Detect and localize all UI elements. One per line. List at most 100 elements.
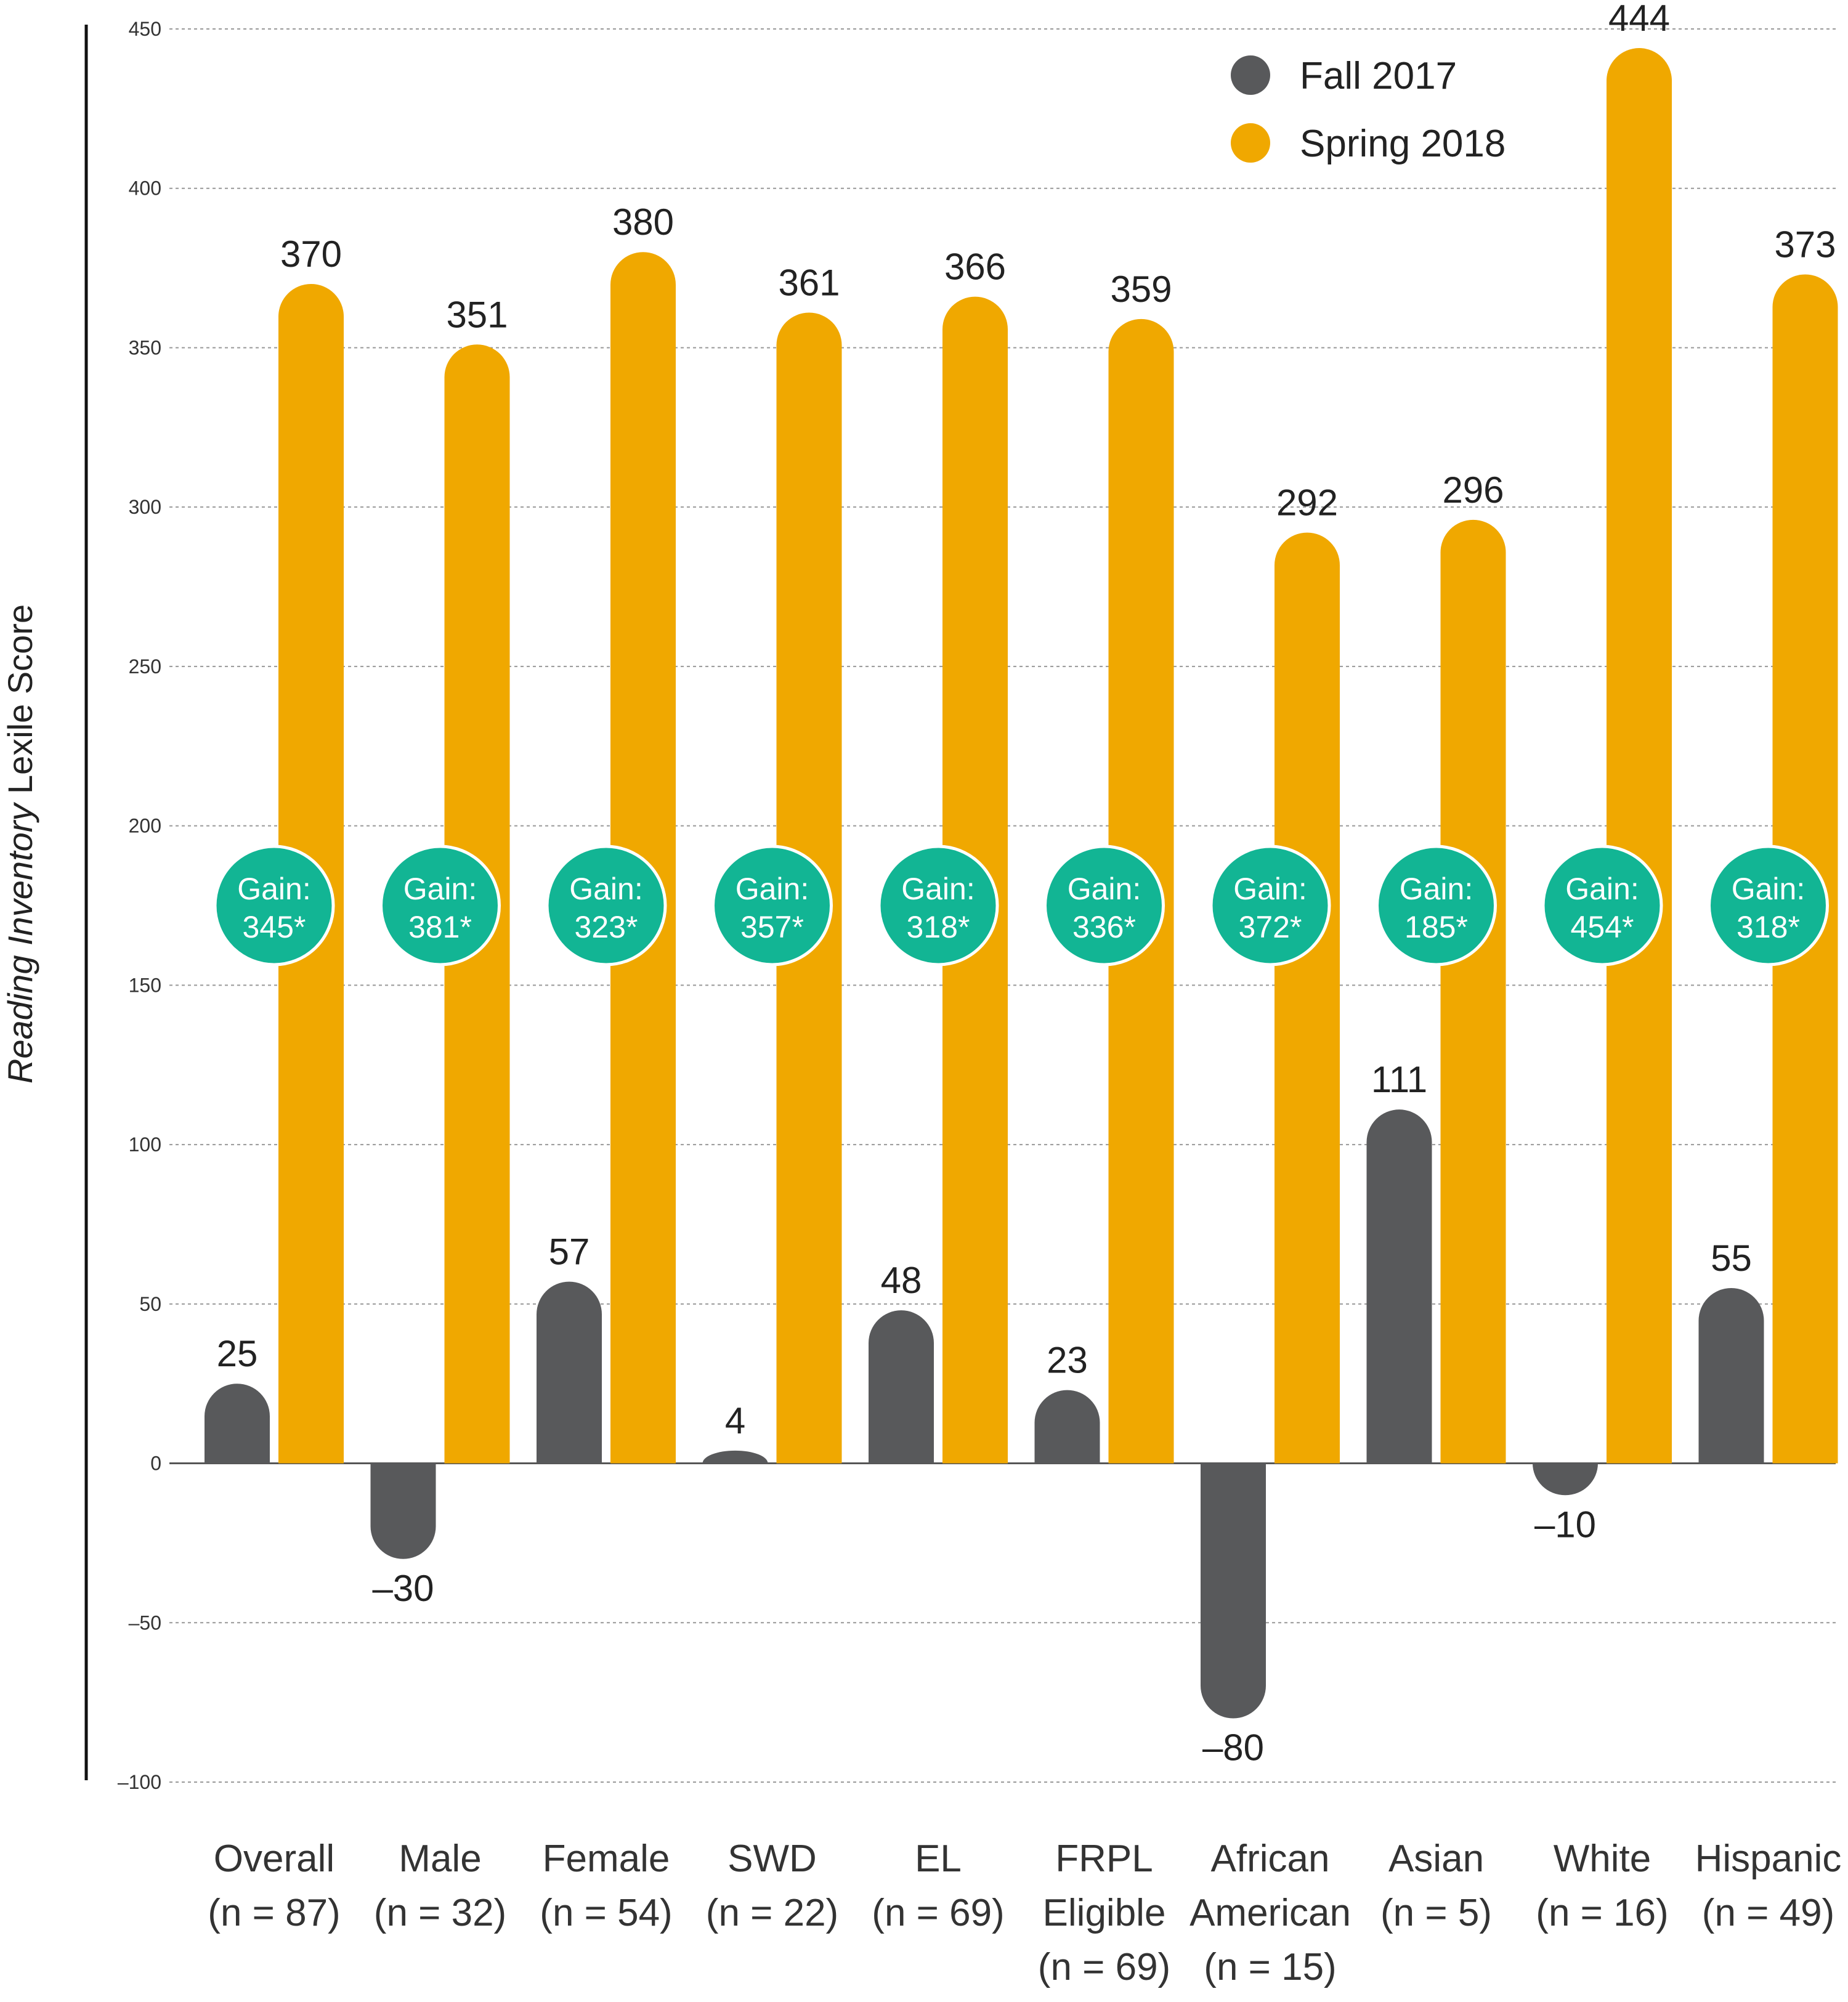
category-label: (n = 69) — [1038, 1946, 1170, 1988]
fall-2017-bar — [869, 1310, 934, 1464]
gain-value: 345* — [243, 910, 306, 944]
gain-badge: Gain: 318* — [1708, 845, 1829, 967]
fall-2017-value-label: 4 — [725, 1400, 745, 1441]
fall-2017-value-label: 111 — [1371, 1059, 1427, 1100]
y-tick-label: 300 — [129, 496, 161, 518]
gain-prefix: Gain: — [237, 872, 311, 906]
spring-2018-value-label: 366 — [944, 246, 1006, 288]
gain-badge: Gain: 318* — [877, 845, 999, 967]
spring-2018-value-label: 444 — [1608, 0, 1670, 39]
category-label: American — [1189, 1892, 1351, 1934]
fall-2017-bar — [1034, 1390, 1100, 1464]
spring-2018-bar — [1275, 532, 1340, 1464]
category-label: Male — [399, 1838, 481, 1880]
gain-prefix: Gain: — [901, 872, 975, 906]
gain-badge: Gain: 454* — [1541, 845, 1663, 967]
gain-circle — [545, 845, 667, 967]
gain-prefix: Gain: — [1400, 872, 1473, 906]
y-tick-label: 200 — [129, 815, 161, 837]
category-label: (n = 87) — [208, 1892, 340, 1934]
category-label: SWD — [727, 1838, 817, 1880]
category-label: (n = 32) — [374, 1892, 506, 1934]
y-tick-label: 250 — [129, 655, 161, 678]
fall-2017-value-label: 57 — [549, 1231, 590, 1273]
category-label: Asian — [1388, 1838, 1484, 1880]
category-label: Female — [543, 1838, 670, 1880]
gain-circle — [1209, 845, 1331, 967]
spring-2018-value-label: 351 — [446, 294, 508, 335]
fall-2017-value-label: –30 — [372, 1568, 434, 1609]
fall-2017-value-label: –80 — [1202, 1727, 1264, 1769]
gain-prefix: Gain: — [403, 872, 477, 906]
gain-prefix: Gain: — [1233, 872, 1307, 906]
legend-spring-2018-swatch — [1231, 123, 1270, 163]
gain-value: 185* — [1404, 910, 1468, 944]
gain-prefix: Gain: — [1068, 872, 1141, 906]
category-label: Overall — [214, 1838, 334, 1880]
y-axis-label: Reading Inventory Lexile Score — [1, 604, 39, 1084]
gain-value: 454* — [1571, 910, 1634, 944]
legend-fall-2017-label: Fall 2017 — [1300, 55, 1457, 97]
legend-fall-2017-swatch — [1231, 55, 1270, 95]
spring-2018-bar — [1607, 48, 1672, 1464]
spring-2018-value-label: 373 — [1774, 224, 1836, 265]
gain-badge: Gain: 345* — [213, 845, 335, 967]
gain-prefix: Gain: — [1565, 872, 1639, 906]
y-tick-label: –100 — [118, 1771, 161, 1793]
gain-circle — [711, 845, 833, 967]
y-tick-label: –50 — [129, 1611, 161, 1634]
spring-2018-value-label: 380 — [612, 201, 674, 243]
gain-circle — [1376, 845, 1497, 967]
category-label: (n = 22) — [706, 1892, 838, 1934]
fall-2017-bar — [537, 1281, 602, 1464]
gain-circle — [1541, 845, 1663, 967]
category-label: (n = 15) — [1204, 1946, 1336, 1988]
fall-2017-value-label: 23 — [1047, 1340, 1088, 1381]
gain-circle — [1708, 845, 1829, 967]
gain-badge: Gain: 323* — [545, 845, 667, 967]
gain-badge: Gain: 372* — [1209, 845, 1331, 967]
category-label: (n = 49) — [1702, 1892, 1834, 1934]
fall-2017-bar — [1698, 1287, 1764, 1464]
spring-2018-value-label: 359 — [1110, 269, 1172, 310]
spring-2018-value-label: 370 — [280, 233, 342, 275]
spring-2018-bar — [1440, 519, 1506, 1464]
gain-value: 323* — [575, 910, 638, 944]
gain-prefix: Gain: — [569, 872, 643, 906]
category-label: Hispanic — [1695, 1838, 1842, 1880]
gain-value: 372* — [1239, 910, 1302, 944]
y-tick-label: 0 — [150, 1453, 161, 1475]
gain-badge: Gain: 336* — [1044, 845, 1165, 967]
gain-circle — [213, 845, 335, 967]
y-axis-label-rest: Lexile Score — [1, 604, 39, 794]
y-tick-label: 100 — [129, 1133, 161, 1156]
fall-2017-bar — [370, 1463, 436, 1559]
y-tick-label: 50 — [139, 1293, 161, 1315]
gain-badge: Gain: 185* — [1376, 845, 1497, 967]
spring-2018-value-label: 292 — [1276, 482, 1338, 524]
gain-circle — [877, 845, 999, 967]
y-axis-label-italic: Reading Inventory — [1, 794, 39, 1084]
fall-2017-value-label: –10 — [1534, 1504, 1596, 1545]
y-tick-label: 150 — [129, 974, 161, 996]
category-label: EL — [915, 1838, 962, 1880]
category-label: White — [1554, 1838, 1651, 1880]
fall-2017-bar — [1201, 1463, 1266, 1719]
category-label: (n = 16) — [1536, 1892, 1668, 1934]
fall-2017-value-label: 55 — [1711, 1238, 1752, 1279]
gain-circle — [379, 845, 501, 967]
category-label: (n = 54) — [540, 1892, 672, 1934]
gain-value: 336* — [1072, 910, 1136, 944]
gain-value: 357* — [740, 910, 804, 944]
gain-value: 381* — [408, 910, 472, 944]
fall-2017-value-label: 48 — [881, 1260, 922, 1301]
fall-2017-bar — [702, 1450, 768, 1464]
fall-2017-bar — [205, 1384, 270, 1464]
category-label: (n = 5) — [1380, 1892, 1492, 1934]
category-label: African — [1211, 1838, 1330, 1880]
gain-badge: Gain: 357* — [711, 845, 833, 967]
y-tick-label: 350 — [129, 336, 161, 359]
spring-2018-value-label: 361 — [778, 262, 840, 304]
